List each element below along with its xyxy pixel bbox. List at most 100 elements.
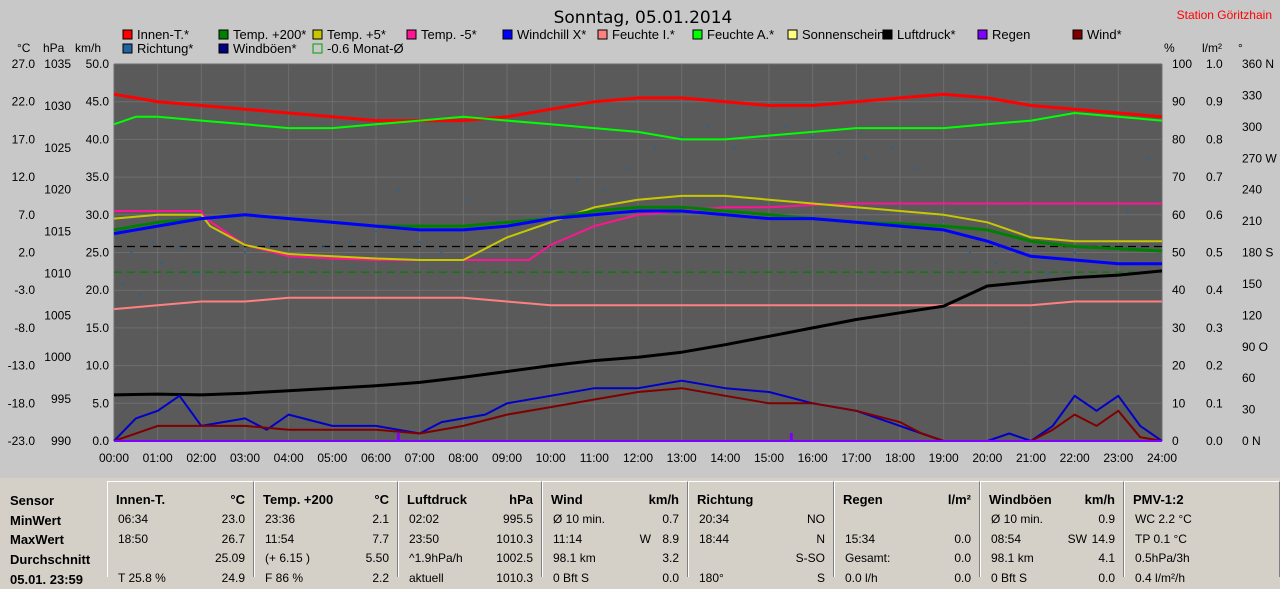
panel-cell-label: (+ 6.15 ) (265, 551, 311, 565)
panel-cell-label: 11:14 (553, 531, 583, 546)
panel-card-row: 20:34 NO (689, 512, 833, 530)
legend-label: Regen (992, 27, 1030, 42)
legend-swatch (218, 29, 229, 40)
x-tick-label: 07:00 (405, 451, 435, 465)
panel-card-title: PMV-1:2 (1133, 492, 1184, 507)
legend-label: Feuchte A.* (707, 27, 774, 42)
x-tick-label: 13:00 (667, 451, 697, 465)
direction-point (152, 241, 155, 244)
legend-swatch (312, 43, 323, 54)
panel-card-row: 11:54 7.7 (255, 532, 397, 550)
x-tick-label: 15:00 (754, 451, 784, 465)
temp-tick-label: -23.0 (8, 434, 36, 448)
deg-tick-label: 150 (1242, 277, 1262, 291)
kmh-tick-label: 15.0 (86, 321, 110, 335)
summary-panel: Sensor MinWert MaxWert Durchschnitt 05.0… (0, 478, 1280, 587)
deg-tick-label: 360 N (1242, 57, 1274, 71)
direction-point (270, 241, 273, 244)
panel-cell-label: F 86 % (265, 570, 304, 585)
direction-point (244, 251, 246, 254)
tick-labels: 00:00 01:00 02:00 03:00 04:00 05:00 06:00 07:00… (8, 57, 1278, 465)
axis-header-kmh: km/h (75, 41, 101, 55)
panel-cell-value: 1010.3 (496, 531, 533, 546)
direction-point (785, 125, 788, 128)
legend: Innen-T.* Temp. +200* Temp. +5* Temp. -5* Wi… (122, 27, 1122, 56)
panel-card-row: TP 0.1 °C (1125, 532, 1279, 550)
hpa-tick-label: 1010 (44, 266, 71, 280)
legend-swatch (122, 43, 133, 54)
direction-point (322, 246, 325, 249)
panel-cell-value: 14.9 (1091, 531, 1115, 546)
series-line-windb-en- (113, 379, 1163, 442)
panel-card-unit: l/m² (947, 492, 971, 507)
panel-card-title: Wind (551, 492, 583, 507)
panel-cell-label: 06:34 (118, 512, 149, 526)
panel-cell-value: 0.9 (1098, 512, 1115, 526)
temp-tick-label: 7.0 (18, 208, 35, 222)
temp-tick-label: 22.0 (12, 95, 36, 109)
hpa-tick-label: 1030 (44, 99, 71, 113)
panel-card-title: Innen-T. (116, 492, 166, 507)
legend-swatch (122, 29, 133, 40)
direction-point (375, 230, 377, 233)
temp-tick-label: -18.0 (8, 396, 36, 410)
deg-tick-label: 0 N (1242, 434, 1261, 448)
panel-cell-mid: SW (1067, 531, 1087, 546)
panel-cell-value: 2.2 (372, 570, 389, 585)
panel-cell-value: 24.9 (221, 570, 245, 585)
direction-point (440, 251, 443, 254)
panel-cell-value: 23.0 (221, 512, 245, 526)
direction-point (942, 220, 945, 223)
panel-card-row: S-SO (689, 551, 833, 569)
lm2-tick-label: 0.9 (1206, 95, 1223, 109)
legend-swatch (787, 29, 798, 40)
x-tick-label: 11:00 (580, 451, 609, 465)
temp-tick-label: -8.0 (14, 321, 35, 335)
direction-point (706, 125, 709, 128)
station-name: Station Göritzhain (1177, 8, 1272, 22)
lm2-tick-label: 1.0 (1206, 57, 1223, 71)
legend-label: Luftdruck* (897, 27, 956, 42)
lm2-tick-label: 0.5 (1206, 246, 1223, 260)
panel-cell-value: 2.1 (372, 512, 389, 526)
legend-label: Sonnenschein* (802, 27, 889, 42)
grid (113, 63, 1163, 442)
pct-tick-label: 20 (1172, 359, 1186, 373)
panel-card-row: 15:34 0.0 (835, 532, 979, 550)
panel-cell-value: 0.0 (1098, 570, 1115, 585)
rain-marker (396, 433, 400, 441)
direction-point (1147, 157, 1150, 160)
panel-card-unit: hPa (509, 492, 533, 507)
direction-point (968, 251, 971, 254)
deg-tick-label: 270 W (1242, 151, 1277, 165)
panel-cell-label: Ø 10 min. (991, 512, 1044, 526)
direction-point (130, 251, 133, 254)
x-tick-label: 22:00 (1060, 451, 1090, 465)
panel-card-title: Windböen (989, 492, 1052, 507)
direction-point (178, 246, 181, 249)
deg-tick-label: 240 (1242, 183, 1262, 197)
panel-card-row: 180° S (689, 571, 833, 589)
x-tick-label: 21:00 (1016, 451, 1046, 465)
panel-cell-value: 0.0 (954, 531, 971, 546)
legend-label: Windböen* (233, 41, 297, 56)
hpa-tick-label: 990 (51, 434, 71, 448)
direction-point (121, 282, 124, 285)
direction-point (654, 146, 657, 149)
direction-point (1047, 272, 1050, 275)
panel-cell-label: 18:44 (699, 531, 730, 546)
panel-card-title: Luftdruck (407, 492, 467, 507)
panel-cell-label: 0 Bft S (991, 570, 1028, 585)
lm2-tick-label: 0.2 (1206, 359, 1223, 373)
legend-swatch (597, 29, 608, 40)
direction-point (916, 167, 919, 170)
direction-point (1073, 251, 1076, 254)
direction-point (396, 188, 399, 191)
deg-tick-label: 90 O (1242, 340, 1268, 354)
pct-tick-label: 80 (1172, 132, 1186, 146)
kmh-tick-label: 0.0 (92, 434, 109, 448)
panel-cell-label: T 25.8 % (118, 570, 166, 585)
temp-tick-label: 2.0 (18, 246, 35, 260)
kmh-tick-label: 10.0 (86, 359, 110, 373)
panel-card-row: 18:50 26.7 (108, 532, 253, 550)
